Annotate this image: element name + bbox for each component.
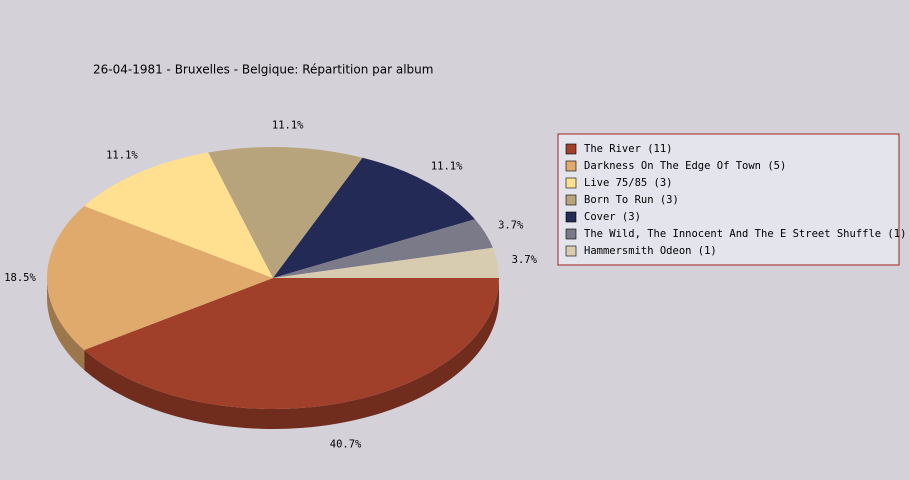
value-label: 18.5% bbox=[4, 272, 36, 284]
legend-label: Hammersmith Odeon (1) bbox=[584, 245, 717, 257]
value-label: 11.1% bbox=[272, 119, 304, 131]
value-label: 3.7% bbox=[498, 220, 524, 232]
pie-slice bbox=[84, 152, 274, 278]
value-label: 3.7% bbox=[512, 254, 538, 266]
legend-swatch bbox=[565, 160, 577, 172]
legend-label: The Wild, The Innocent And The E Street … bbox=[584, 228, 906, 240]
legend-label: Live 75/85 (3) bbox=[584, 177, 673, 189]
legend-label: Born To Run (3) bbox=[584, 194, 679, 206]
value-label: 40.7% bbox=[330, 439, 362, 451]
legend-box bbox=[557, 133, 900, 266]
value-label: 11.1% bbox=[431, 161, 463, 173]
legend-swatch bbox=[565, 143, 577, 155]
pie-slice bbox=[273, 157, 475, 278]
legend-label: Darkness On The Edge Of Town (5) bbox=[584, 160, 786, 172]
chart-title: 26-04-1981 - Bruxelles - Belgique: Répar… bbox=[93, 63, 433, 77]
legend-label: The River (11) bbox=[584, 143, 673, 155]
pie-slice bbox=[273, 247, 499, 278]
legend-swatch bbox=[565, 228, 577, 240]
pie-side bbox=[47, 278, 85, 370]
legend-label: Cover (3) bbox=[584, 211, 641, 223]
pie-slice bbox=[46, 206, 274, 350]
legend-swatch bbox=[565, 211, 577, 223]
pie-slice bbox=[273, 219, 493, 278]
pie-side bbox=[84, 278, 500, 430]
legend-swatch bbox=[565, 194, 577, 206]
legend-swatch bbox=[565, 245, 577, 257]
value-label: 11.1% bbox=[106, 149, 138, 161]
pie-slice bbox=[208, 146, 363, 278]
pie-slice bbox=[84, 278, 500, 410]
legend-swatch bbox=[565, 177, 577, 189]
